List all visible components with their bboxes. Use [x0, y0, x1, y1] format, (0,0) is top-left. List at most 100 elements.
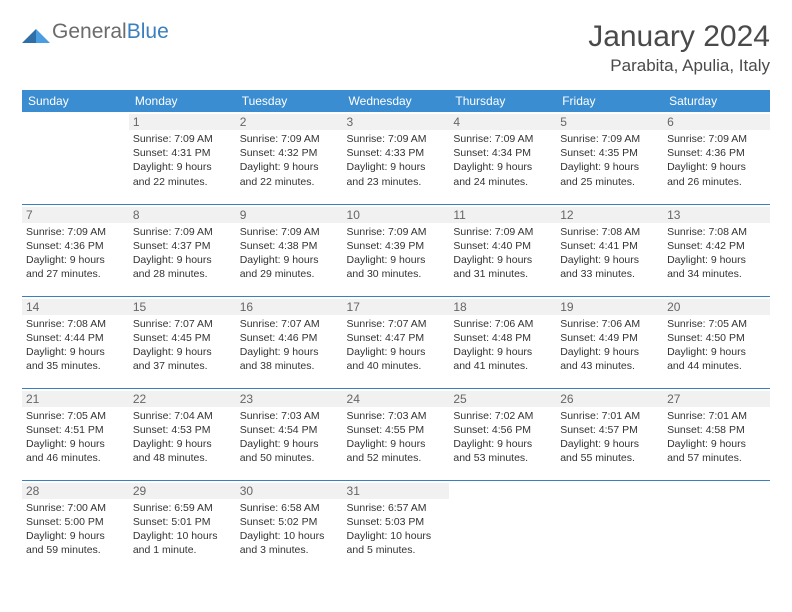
day-details: Sunrise: 7:09 AMSunset: 4:34 PMDaylight:… [453, 132, 552, 189]
calendar-day-cell: 16Sunrise: 7:07 AMSunset: 4:46 PMDayligh… [236, 296, 343, 388]
day-details: Sunrise: 7:07 AMSunset: 4:47 PMDaylight:… [347, 317, 446, 374]
calendar-day-cell: 1Sunrise: 7:09 AMSunset: 4:31 PMDaylight… [129, 112, 236, 204]
calendar-day-cell: 11Sunrise: 7:09 AMSunset: 4:40 PMDayligh… [449, 204, 556, 296]
sunrise-text: Sunrise: 7:07 AM [240, 317, 339, 331]
location: Parabita, Apulia, Italy [588, 56, 770, 76]
sunrise-text: Sunrise: 7:09 AM [133, 132, 232, 146]
day-number: 9 [236, 207, 343, 223]
daylight-text: Daylight: 9 hours and 27 minutes. [26, 253, 125, 281]
daylight-text: Daylight: 9 hours and 59 minutes. [26, 529, 125, 557]
daylight-text: Daylight: 9 hours and 30 minutes. [347, 253, 446, 281]
day-number: 28 [22, 483, 129, 499]
sunset-text: Sunset: 4:49 PM [560, 331, 659, 345]
day-details: Sunrise: 7:05 AMSunset: 4:50 PMDaylight:… [667, 317, 766, 374]
daylight-text: Daylight: 9 hours and 33 minutes. [560, 253, 659, 281]
day-details: Sunrise: 7:09 AMSunset: 4:37 PMDaylight:… [133, 225, 232, 282]
sunset-text: Sunset: 4:56 PM [453, 423, 552, 437]
sunrise-text: Sunrise: 7:02 AM [453, 409, 552, 423]
calendar-day-cell: 14Sunrise: 7:08 AMSunset: 4:44 PMDayligh… [22, 296, 129, 388]
day-number: 13 [663, 207, 770, 223]
calendar-day-cell: 20 Sunrise: 7:05 AMSunset: 4:50 PMDayligh… [663, 296, 770, 388]
daylight-text: Daylight: 9 hours and 23 minutes. [347, 160, 446, 188]
calendar-week-row: 28 Sunrise: 7:00 AMSunset: 5:00 PMDayligh… [22, 480, 770, 572]
sunset-text: Sunset: 4:36 PM [667, 146, 766, 160]
calendar-day-cell: 26Sunrise: 7:01 AMSunset: 4:57 PMDayligh… [556, 388, 663, 480]
sunrise-text: Sunrise: 7:00 AM [26, 501, 125, 515]
daylight-text: Daylight: 9 hours and 38 minutes. [240, 345, 339, 373]
daylight-text: Daylight: 9 hours and 29 minutes. [240, 253, 339, 281]
sunrise-text: Sunrise: 7:09 AM [347, 225, 446, 239]
calendar-day-cell: 29Sunrise: 6:59 AMSunset: 5:01 PMDayligh… [129, 480, 236, 572]
day-number: 29 [129, 483, 236, 499]
calendar-week-row: 7Sunrise: 7:09 AMSunset: 4:36 PMDaylight… [22, 204, 770, 296]
daylight-text: Daylight: 9 hours and 52 minutes. [347, 437, 446, 465]
day-number: 1 [129, 114, 236, 130]
day-number: 5 [556, 114, 663, 130]
day-number: 27 [663, 391, 770, 407]
daylight-text: Daylight: 10 hours and 5 minutes. [347, 529, 446, 557]
sunset-text: Sunset: 4:48 PM [453, 331, 552, 345]
calendar-day-cell: 13Sunrise: 7:08 AMSunset: 4:42 PMDayligh… [663, 204, 770, 296]
calendar-day-cell: 24Sunrise: 7:03 AMSunset: 4:55 PMDayligh… [343, 388, 450, 480]
daylight-text: Daylight: 9 hours and 57 minutes. [667, 437, 766, 465]
day-details: Sunrise: 7:03 AMSunset: 4:54 PMDaylight:… [240, 409, 339, 466]
daylight-text: Daylight: 9 hours and 46 minutes. [26, 437, 125, 465]
sunset-text: Sunset: 4:50 PM [667, 331, 766, 345]
weekday-header: Tuesday [236, 90, 343, 112]
weekday-header: Friday [556, 90, 663, 112]
sunrise-text: Sunrise: 7:06 AM [560, 317, 659, 331]
day-details: Sunrise: 7:08 AMSunset: 4:41 PMDaylight:… [560, 225, 659, 282]
sunset-text: Sunset: 5:01 PM [133, 515, 232, 529]
day-details: Sunrise: 7:09 AMSunset: 4:40 PMDaylight:… [453, 225, 552, 282]
calendar-day-cell: 25Sunrise: 7:02 AMSunset: 4:56 PMDayligh… [449, 388, 556, 480]
daylight-text: Daylight: 9 hours and 53 minutes. [453, 437, 552, 465]
sunset-text: Sunset: 4:39 PM [347, 239, 446, 253]
logo-text: GeneralBlue [52, 20, 169, 44]
calendar-day-cell: 31Sunrise: 6:57 AMSunset: 5:03 PMDayligh… [343, 480, 450, 572]
sunset-text: Sunset: 4:57 PM [560, 423, 659, 437]
sunset-text: Sunset: 4:41 PM [560, 239, 659, 253]
sunset-text: Sunset: 4:40 PM [453, 239, 552, 253]
sunset-text: Sunset: 4:54 PM [240, 423, 339, 437]
day-details: Sunrise: 7:01 AMSunset: 4:57 PMDaylight:… [560, 409, 659, 466]
daylight-text: Daylight: 9 hours and 43 minutes. [560, 345, 659, 373]
calendar-day-cell: 5Sunrise: 7:09 AMSunset: 4:35 PMDaylight… [556, 112, 663, 204]
sunrise-text: Sunrise: 7:08 AM [667, 225, 766, 239]
day-details: Sunrise: 7:00 AMSunset: 5:00 PMDaylight:… [26, 501, 125, 558]
sunset-text: Sunset: 4:31 PM [133, 146, 232, 160]
calendar-day-cell: 27Sunrise: 7:01 AMSunset: 4:58 PMDayligh… [663, 388, 770, 480]
sunset-text: Sunset: 4:45 PM [133, 331, 232, 345]
header: GeneralBlue January 2024 Parabita, Apuli… [22, 20, 770, 76]
sunrise-text: Sunrise: 7:05 AM [667, 317, 766, 331]
logo-icon [22, 21, 50, 43]
calendar-day-cell: . [663, 480, 770, 572]
sunrise-text: Sunrise: 7:04 AM [133, 409, 232, 423]
day-number: 20 [663, 299, 770, 315]
sunset-text: Sunset: 4:47 PM [347, 331, 446, 345]
daylight-text: Daylight: 10 hours and 1 minute. [133, 529, 232, 557]
daylight-text: Daylight: 9 hours and 25 minutes. [560, 160, 659, 188]
calendar-day-cell: 15Sunrise: 7:07 AMSunset: 4:45 PMDayligh… [129, 296, 236, 388]
calendar-day-cell: 23 Sunrise: 7:03 AMSunset: 4:54 PMDayligh… [236, 388, 343, 480]
calendar-day-cell: 6Sunrise: 7:09 AMSunset: 4:36 PMDaylight… [663, 112, 770, 204]
sunset-text: Sunset: 5:02 PM [240, 515, 339, 529]
daylight-text: Daylight: 9 hours and 50 minutes. [240, 437, 339, 465]
sunrise-text: Sunrise: 7:01 AM [560, 409, 659, 423]
sunrise-text: Sunrise: 6:57 AM [347, 501, 446, 515]
calendar-day-cell: 4Sunrise: 7:09 AMSunset: 4:34 PMDaylight… [449, 112, 556, 204]
sunset-text: Sunset: 4:32 PM [240, 146, 339, 160]
sunrise-text: Sunrise: 7:03 AM [347, 409, 446, 423]
title-block: January 2024 Parabita, Apulia, Italy [588, 20, 770, 76]
calendar-week-row: .1Sunrise: 7:09 AMSunset: 4:31 PMDayligh… [22, 112, 770, 204]
month-title: January 2024 [588, 20, 770, 54]
calendar-day-cell: 10Sunrise: 7:09 AMSunset: 4:39 PMDayligh… [343, 204, 450, 296]
sunrise-text: Sunrise: 7:07 AM [347, 317, 446, 331]
day-details: Sunrise: 7:09 AMSunset: 4:39 PMDaylight:… [347, 225, 446, 282]
calendar-day-cell: 21Sunrise: 7:05 AMSunset: 4:51 PMDayligh… [22, 388, 129, 480]
day-number: 23 [236, 391, 343, 407]
sunrise-text: Sunrise: 7:09 AM [453, 225, 552, 239]
calendar-day-cell: 22Sunrise: 7:04 AMSunset: 4:53 PMDayligh… [129, 388, 236, 480]
day-details: Sunrise: 7:02 AMSunset: 4:56 PMDaylight:… [453, 409, 552, 466]
day-number: 8 [129, 207, 236, 223]
calendar-day-cell: 18Sunrise: 7:06 AMSunset: 4:48 PMDayligh… [449, 296, 556, 388]
